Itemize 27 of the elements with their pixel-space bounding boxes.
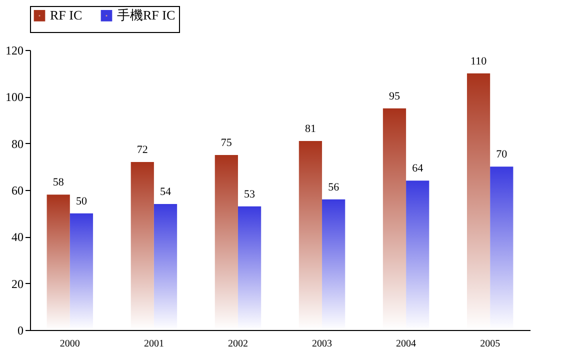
data-label: 50 (76, 195, 88, 208)
x-tick-label: 2000 (60, 338, 80, 348)
y-tick-label: 60 (12, 184, 24, 198)
x-tick-label: 2002 (228, 338, 248, 348)
data-label: 72 (136, 144, 148, 156)
y-tick-label: 40 (12, 230, 24, 244)
data-label: 56 (328, 181, 340, 194)
data-label: 64 (412, 162, 424, 175)
data-label: 110 (470, 55, 488, 68)
y-tick-label: 100 (6, 90, 24, 104)
legend-label: 手機RF IC (117, 8, 176, 23)
y-tick-label: 0 (18, 324, 24, 338)
y-tick-label: 120 (6, 44, 24, 58)
x-tick-label: 2005 (480, 338, 500, 348)
x-tick-label: 2003 (312, 338, 332, 348)
data-label: 95 (388, 90, 400, 102)
x-tick-label: 2004 (396, 338, 416, 348)
y-tick-label: 20 (12, 276, 24, 291)
y-tick-label: 80 (12, 136, 24, 151)
data-label: 81 (304, 123, 316, 135)
x-tick-label: 2001 (144, 338, 164, 348)
data-label: 58 (52, 176, 64, 189)
data-label: 70 (496, 148, 508, 161)
data-label: 54 (160, 186, 172, 198)
legend-label: RF IC (50, 8, 82, 23)
data-label: 75 (220, 137, 232, 149)
data-label: 53 (244, 188, 256, 200)
